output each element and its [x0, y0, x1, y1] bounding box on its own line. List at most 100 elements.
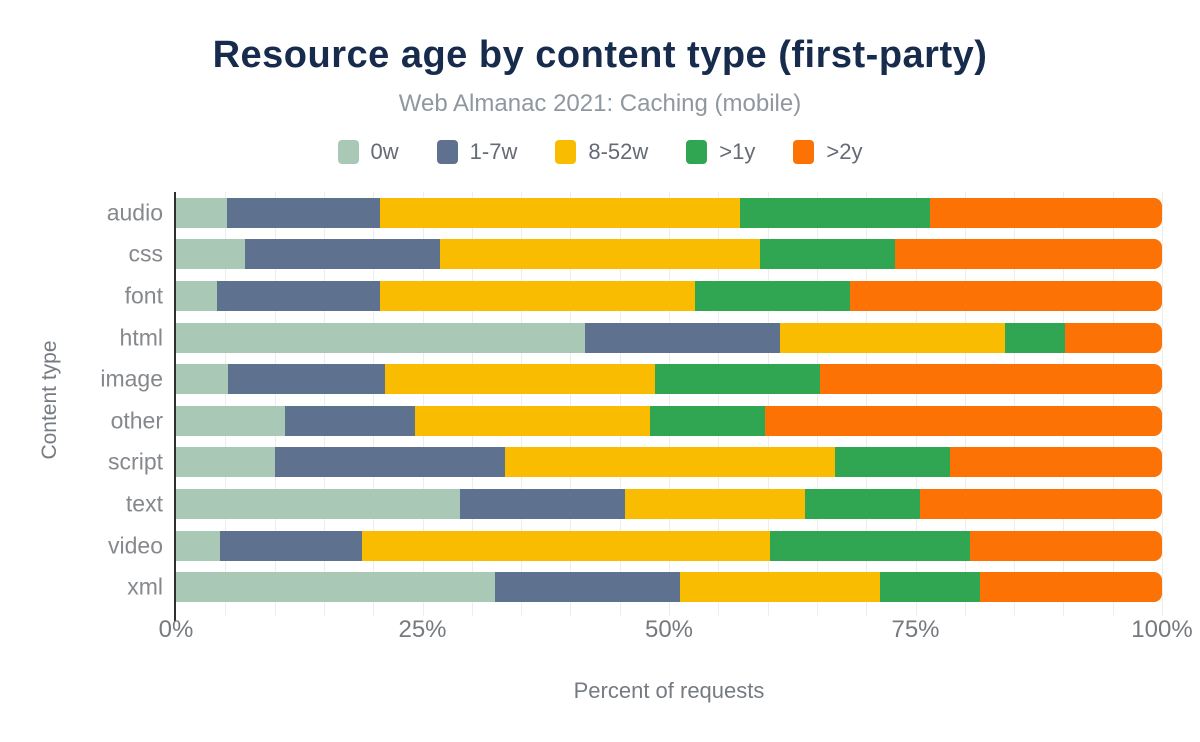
gridline	[323, 192, 325, 616]
bar-segment	[380, 280, 695, 311]
gridline	[570, 192, 572, 616]
bar-segment	[176, 447, 275, 478]
chart-row: font	[125, 275, 1162, 317]
bar-segment	[380, 197, 740, 228]
stacked-bar	[176, 322, 1162, 353]
bar-segment	[176, 488, 460, 519]
bar-segment	[176, 322, 586, 353]
gridline	[767, 192, 769, 616]
legend-item: 1-7w	[436, 139, 518, 165]
category-label: xml	[127, 573, 163, 600]
bar-segment	[220, 530, 363, 561]
bar-segment	[894, 239, 1162, 270]
stacked-bar	[176, 572, 1162, 603]
stacked-bar	[176, 447, 1162, 478]
bar-segment	[780, 322, 1006, 353]
x-axis-ticks: 0% 25% 50% 75% 100%	[159, 616, 1193, 646]
plot-area: audio css font html image other script text vide…	[100, 192, 1163, 621]
bar-segment	[679, 572, 880, 603]
chart-row: other	[111, 400, 1162, 442]
gridline	[1063, 192, 1065, 616]
chart-title: Resource age by content type (first-part…	[212, 34, 988, 76]
gridline	[964, 192, 966, 616]
bar-segment	[850, 280, 1162, 311]
bar-segment	[274, 447, 506, 478]
stacked-bar	[176, 280, 1162, 311]
bar-segment	[176, 197, 228, 228]
gridline	[274, 192, 276, 616]
chart-row: video	[108, 525, 1162, 567]
bar-segment	[694, 280, 851, 311]
bar-segment	[227, 197, 381, 228]
legend-label: 0w	[370, 139, 399, 164]
category-label: html	[119, 324, 163, 351]
legend-label: >2y	[826, 139, 863, 164]
category-label: script	[108, 448, 163, 475]
bar-segment	[505, 447, 835, 478]
y-axis-line	[174, 192, 176, 621]
bar-segment	[245, 239, 441, 270]
category-label: text	[125, 490, 163, 517]
x-tick-label: 25%	[398, 616, 447, 643]
bar-segment	[176, 239, 246, 270]
bar-segment	[176, 280, 218, 311]
bar-rows: audio css font html image other script text vide…	[100, 192, 1162, 608]
legend: 0w 1-7w 8-52w >1y >2y	[0, 139, 1200, 165]
stacked-bar	[176, 364, 1162, 395]
chart-row: xml	[127, 566, 1162, 608]
gridline	[373, 192, 375, 616]
bar-segment	[650, 405, 765, 436]
bar-segment	[217, 280, 381, 311]
bar-segment	[440, 239, 760, 270]
category-label: other	[110, 407, 163, 434]
gridline	[225, 192, 227, 616]
bar-segment	[385, 364, 656, 395]
bar-segment	[764, 405, 1162, 436]
bar-segment	[1065, 322, 1162, 353]
bar-segment	[414, 405, 651, 436]
legend-label: >1y	[719, 139, 756, 164]
gridline	[619, 192, 621, 616]
gridline	[521, 192, 523, 616]
stacked-bar	[176, 530, 1162, 561]
chart-row: script	[108, 442, 1162, 484]
gridline	[1014, 192, 1016, 616]
bar-segment	[176, 530, 221, 561]
gridline	[471, 192, 473, 616]
bar-segment	[834, 447, 950, 478]
chart-row: text	[126, 483, 1162, 525]
bar-segment	[769, 530, 970, 561]
legend-label: 1-7w	[469, 139, 518, 164]
chart-row: image	[100, 358, 1162, 400]
bar-segment	[805, 488, 921, 519]
legend-label: 8-52w	[588, 139, 649, 164]
chart-row: audio	[107, 192, 1162, 234]
legend-item: 0w	[337, 139, 399, 165]
bar-segment	[739, 197, 931, 228]
stacked-bar	[176, 239, 1162, 270]
bar-segment	[1005, 322, 1066, 353]
bar-segment	[819, 364, 1162, 395]
gridline	[1112, 192, 1114, 616]
bar-segment	[285, 405, 415, 436]
bar-segment	[176, 364, 229, 395]
bar-segment	[624, 488, 806, 519]
bar-segment	[228, 364, 386, 395]
gridline	[669, 192, 670, 616]
category-label: css	[128, 240, 164, 267]
legend-swatch-icon	[337, 140, 359, 164]
gridline	[866, 192, 868, 616]
stacked-bar	[176, 405, 1162, 436]
bar-segment	[969, 530, 1162, 561]
gridline	[915, 192, 917, 616]
x-tick-label: 50%	[644, 616, 694, 643]
legend-swatch-icon	[555, 140, 577, 164]
gridline	[718, 192, 720, 616]
legend-item: >1y	[686, 139, 755, 165]
bar-segment	[176, 405, 286, 436]
x-axis-title: Percent of requests	[573, 678, 765, 703]
legend-item: 8-52w	[555, 139, 648, 165]
category-label: audio	[106, 199, 163, 226]
stacked-bar	[176, 488, 1162, 519]
legend-swatch-icon	[436, 140, 458, 164]
